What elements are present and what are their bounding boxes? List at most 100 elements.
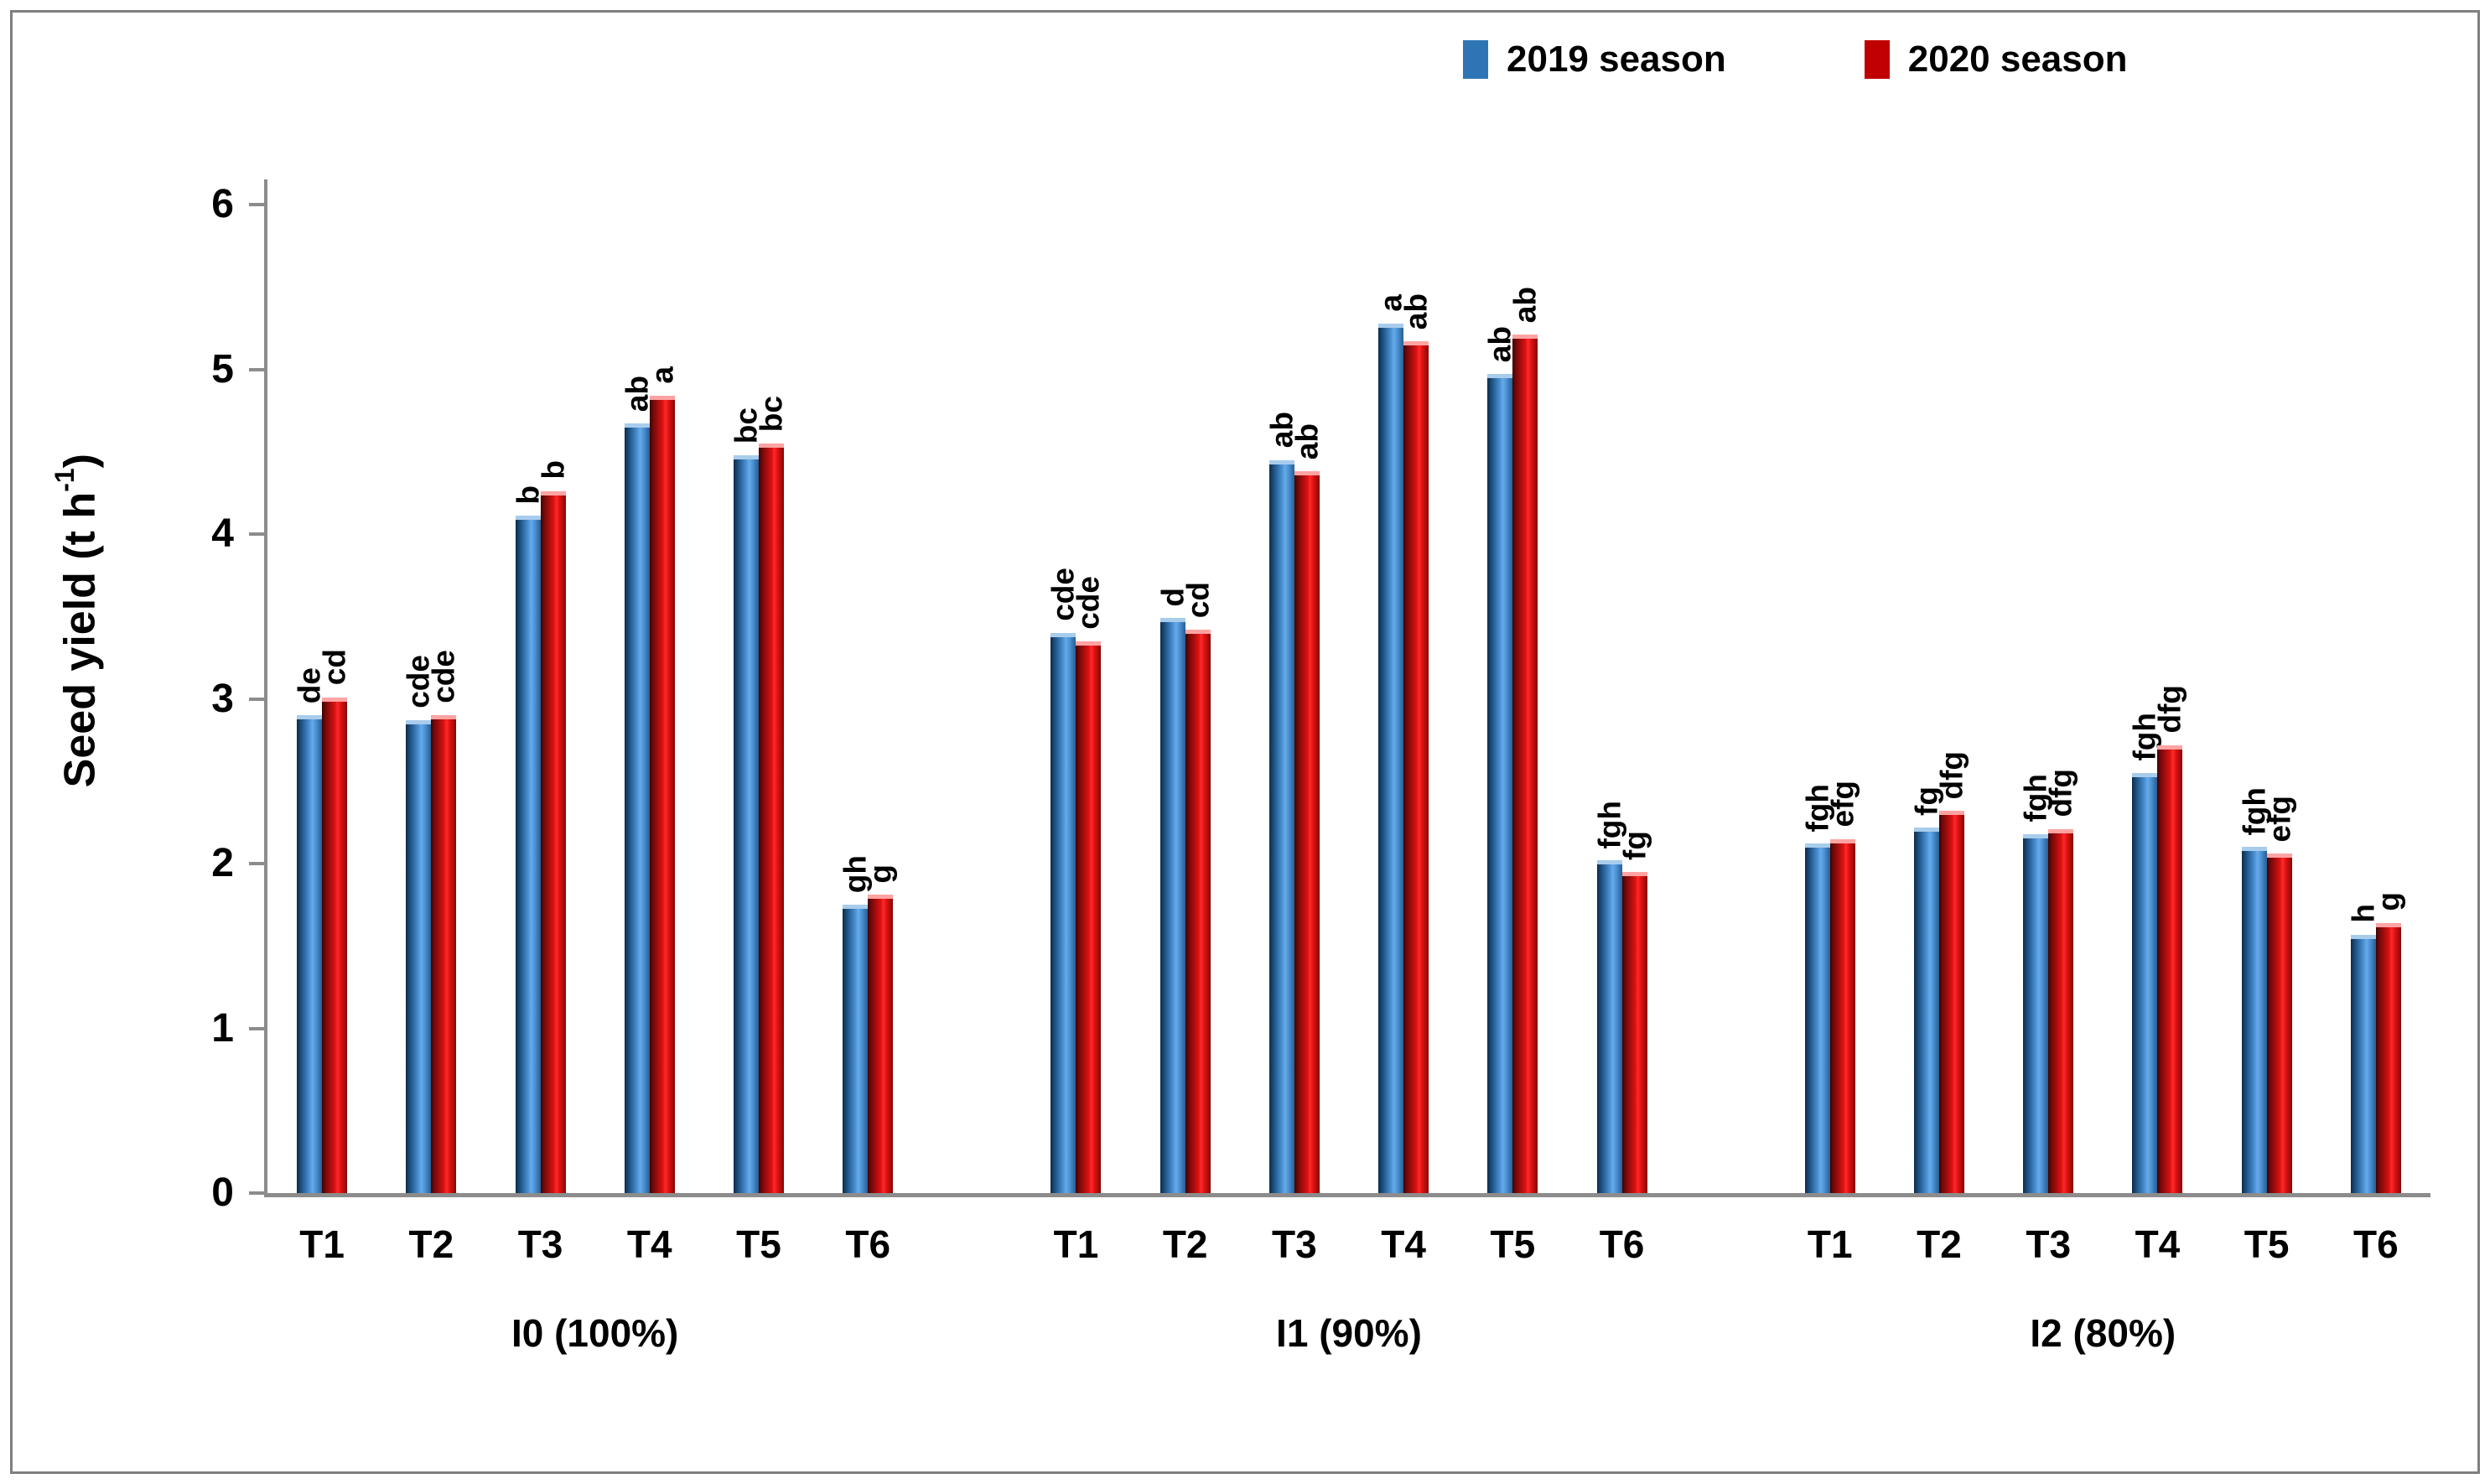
x-tick-label-I0-T1: T1 bbox=[299, 1222, 345, 1266]
significance-letter: dfg bbox=[1934, 750, 1969, 800]
legend-swatch-2020-icon bbox=[1864, 40, 1890, 79]
bar-group-I0: de cd T1 cde cde T2 b b T3 ab a T4 bc bc T5 gh g T6 I0 (10… bbox=[267, 179, 922, 1355]
legend-item-2020: 2020 season bbox=[1864, 39, 2128, 80]
bar-wrap: d bbox=[1155, 179, 1190, 1193]
bar-2019-I1-T1 bbox=[1050, 632, 1076, 1193]
x-tick-label-I1-T4: T4 bbox=[1381, 1222, 1426, 1266]
y-axis-title-close: ) bbox=[55, 453, 105, 469]
bar-2020-I2-T2 bbox=[1938, 811, 1964, 1193]
x-tick-label-I0-T2: T2 bbox=[408, 1222, 454, 1266]
slot-I1-T3: ab ab T3 bbox=[1240, 179, 1349, 1266]
bar-2019-I2-T3 bbox=[2023, 833, 2049, 1193]
x-tick-label-I2-T5: T5 bbox=[2244, 1222, 2290, 1266]
bar-wrap: cd bbox=[317, 179, 352, 1193]
y-tick-label-2: 2 bbox=[211, 841, 234, 885]
bar-2020-I1-T5 bbox=[1512, 335, 1538, 1193]
bar-2019-I1-T6 bbox=[1596, 860, 1622, 1193]
legend-label-2020: 2020 season bbox=[1907, 39, 2128, 80]
y-tick-label-4: 4 bbox=[211, 511, 234, 556]
significance-letter: efg bbox=[2262, 795, 2297, 843]
bar-wrap: bc bbox=[729, 179, 763, 1193]
bar-2019-I1-T5 bbox=[1487, 374, 1513, 1193]
significance-letter: ab bbox=[1482, 326, 1517, 363]
bar-wrap: fg bbox=[1909, 179, 1943, 1193]
x-tick-label-I1-T1: T1 bbox=[1053, 1222, 1099, 1266]
y-tick-0 bbox=[249, 1191, 267, 1195]
bar-2019-I2-T4 bbox=[2132, 772, 2158, 1193]
bar-2020-I0-T2 bbox=[431, 715, 457, 1193]
bar-2019-I2-T5 bbox=[2241, 847, 2267, 1193]
bar-2020-I2-T5 bbox=[2266, 854, 2292, 1193]
bar-group-I1: cde cde T1 d cd T2 ab ab T3 a ab T4 ab ab T5 fgh fg T6 I1 … bbox=[1021, 179, 1676, 1355]
legend-label-2019: 2019 season bbox=[1507, 39, 1726, 80]
bar-2020-I0-T4 bbox=[649, 395, 675, 1193]
significance-letter: cde bbox=[426, 650, 461, 704]
bar-2019-I0-T5 bbox=[733, 454, 759, 1193]
x-tick-label-I0-T3: T3 bbox=[517, 1222, 563, 1266]
bar-wrap: efg bbox=[2262, 179, 2297, 1193]
bar-2020-I0-T5 bbox=[758, 443, 784, 1193]
bar-2019-I0-T3 bbox=[515, 516, 541, 1193]
bar-2019-I2-T2 bbox=[1913, 827, 1939, 1193]
x-tick-label-I0-T5: T5 bbox=[736, 1222, 781, 1266]
x-tick-label-I2-T1: T1 bbox=[1807, 1222, 1853, 1266]
slot-I2-T5: fgh efg T5 bbox=[2212, 179, 2321, 1266]
bar-wrap: ab bbox=[1399, 179, 1434, 1193]
group-label-I2: I2 (80%) bbox=[2030, 1311, 2176, 1355]
significance-letter: cde bbox=[1071, 575, 1106, 630]
bar-2019-I2-T1 bbox=[1804, 843, 1830, 1193]
x-tick-label-I1-T5: T5 bbox=[1490, 1222, 1536, 1266]
bar-2020-I0-T6 bbox=[868, 895, 894, 1193]
slot-I1-T5: ab ab T5 bbox=[1458, 179, 1567, 1266]
y-tick-2 bbox=[249, 862, 267, 865]
significance-letter: bc bbox=[754, 395, 789, 432]
y-tick-label-1: 1 bbox=[211, 1005, 234, 1051]
significance-letter: b bbox=[536, 460, 571, 480]
bar-wrap: ab bbox=[1483, 179, 1517, 1193]
y-tick-label-5: 5 bbox=[211, 346, 234, 392]
bar-wrap: fgh bbox=[2237, 179, 2271, 1193]
bar-2020-I1-T4 bbox=[1403, 341, 1429, 1193]
significance-letter: fg bbox=[1617, 830, 1652, 860]
slot-I1-T2: d cd T2 bbox=[1131, 179, 1240, 1266]
bar-2020-I2-T6 bbox=[2375, 922, 2401, 1193]
y-tick-label-3: 3 bbox=[211, 676, 234, 721]
significance-letter: cd bbox=[1180, 581, 1216, 618]
bar-wrap: a bbox=[1374, 179, 1408, 1193]
significance-letter: g bbox=[2371, 892, 2406, 911]
slot-I0-T1: de cd T1 bbox=[267, 179, 376, 1266]
bar-wrap: cde bbox=[402, 179, 436, 1193]
bar-wrap: a bbox=[645, 179, 679, 1193]
y-tick-1 bbox=[249, 1026, 267, 1030]
significance-letter: ab bbox=[1507, 287, 1543, 324]
bar-wrap: bc bbox=[754, 179, 788, 1193]
slot-I2-T3: fgh dfg T3 bbox=[1994, 179, 2103, 1266]
y-tick-label-6: 6 bbox=[211, 182, 234, 226]
bar-wrap: fgh bbox=[1592, 179, 1626, 1193]
group-label-I1: I1 (90%) bbox=[1276, 1311, 1422, 1355]
bar-wrap: fgh bbox=[2019, 179, 2053, 1193]
bar-wrap: b bbox=[511, 179, 545, 1193]
bar-wrap: ab bbox=[1507, 179, 1543, 1193]
x-tick-label-I1-T3: T3 bbox=[1272, 1222, 1317, 1266]
x-tick-label-I1-T6: T6 bbox=[1599, 1222, 1645, 1266]
bar-wrap: dfg bbox=[1934, 179, 1969, 1193]
bar-wrap: fgh bbox=[2128, 179, 2162, 1193]
significance-letter: cd bbox=[317, 649, 352, 686]
bar-wrap: efg bbox=[1825, 179, 1860, 1193]
slot-I0-T3: b b T3 bbox=[485, 179, 594, 1266]
slot-I1-T6: fgh fg T6 bbox=[1567, 179, 1676, 1266]
bar-wrap: cde bbox=[1071, 179, 1106, 1193]
y-axis-title-text: Seed yield (t h bbox=[55, 491, 105, 788]
y-tick-3 bbox=[249, 697, 267, 701]
legend-item-2019: 2019 season bbox=[1463, 39, 1726, 80]
bar-2019-I0-T1 bbox=[297, 715, 323, 1193]
bar-2020-I0-T1 bbox=[322, 697, 348, 1193]
bar-2020-I1-T2 bbox=[1185, 630, 1211, 1193]
significance-letter: efg bbox=[1825, 781, 1860, 828]
bar-2019-I1-T4 bbox=[1378, 323, 1404, 1193]
legend: 2019 season 2020 season bbox=[1463, 39, 2128, 80]
bar-2019-I0-T4 bbox=[624, 423, 650, 1193]
x-tick-label-I2-T2: T2 bbox=[1917, 1222, 1962, 1266]
